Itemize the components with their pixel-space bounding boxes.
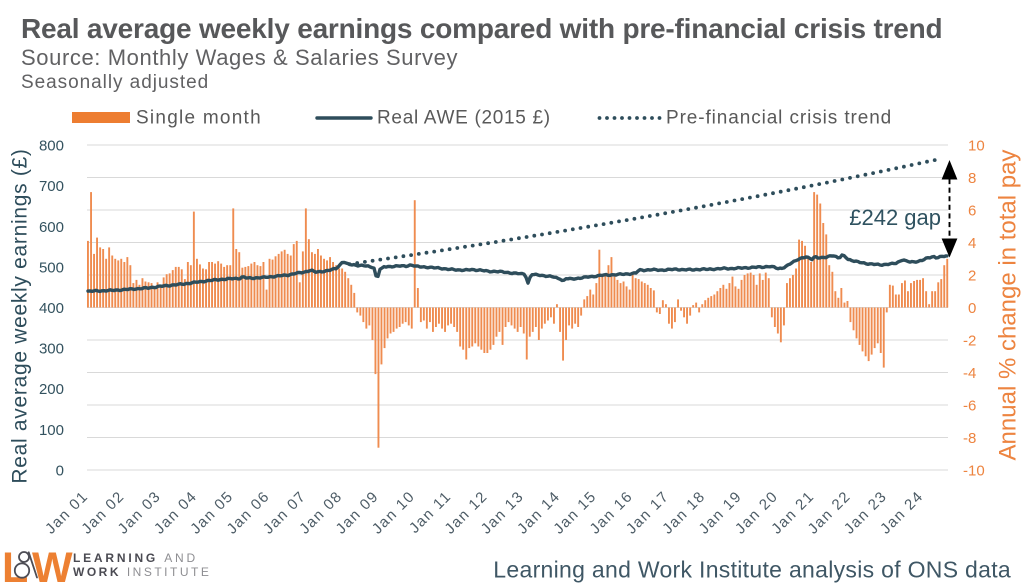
svg-text:-4: -4	[963, 365, 976, 382]
svg-text:W: W	[32, 544, 73, 585]
svg-text:10: 10	[968, 138, 985, 155]
svg-text:300: 300	[39, 341, 64, 358]
svg-text:Real AWE (2015 £): Real AWE (2015 £)	[377, 108, 551, 129]
svg-text:Annual % change in total pay: Annual % change in total pay	[995, 150, 1022, 461]
svg-text:Real average weekly earnings (: Real average weekly earnings (£)	[9, 148, 32, 483]
svg-text:0: 0	[968, 300, 976, 317]
svg-text:100: 100	[39, 422, 64, 439]
svg-text:0: 0	[56, 463, 64, 480]
svg-text:-10: -10	[963, 463, 985, 480]
svg-text:-2: -2	[963, 333, 976, 350]
svg-text:500: 500	[39, 259, 64, 276]
svg-text:LEARNING AND: LEARNING AND	[73, 551, 198, 565]
svg-text:£242 gap: £242 gap	[849, 205, 941, 230]
svg-text:4: 4	[968, 235, 976, 252]
svg-text:700: 700	[39, 178, 64, 195]
svg-text:200: 200	[39, 381, 64, 398]
svg-text:Single month: Single month	[136, 108, 262, 129]
svg-text:800: 800	[39, 138, 64, 155]
svg-text:400: 400	[39, 300, 64, 317]
svg-text:Learning and Work Institute an: Learning and Work Institute analysis of …	[493, 557, 1011, 583]
svg-text:600: 600	[39, 219, 64, 236]
svg-text:2: 2	[968, 268, 976, 285]
svg-text:WORK INSTITUTE: WORK INSTITUTE	[73, 565, 211, 579]
svg-text:6: 6	[968, 203, 976, 220]
svg-text:-6: -6	[963, 398, 976, 415]
svg-text:Pre-financial crisis trend: Pre-financial crisis trend	[666, 108, 892, 129]
svg-text:-8: -8	[963, 430, 976, 447]
svg-text:8: 8	[968, 170, 976, 187]
